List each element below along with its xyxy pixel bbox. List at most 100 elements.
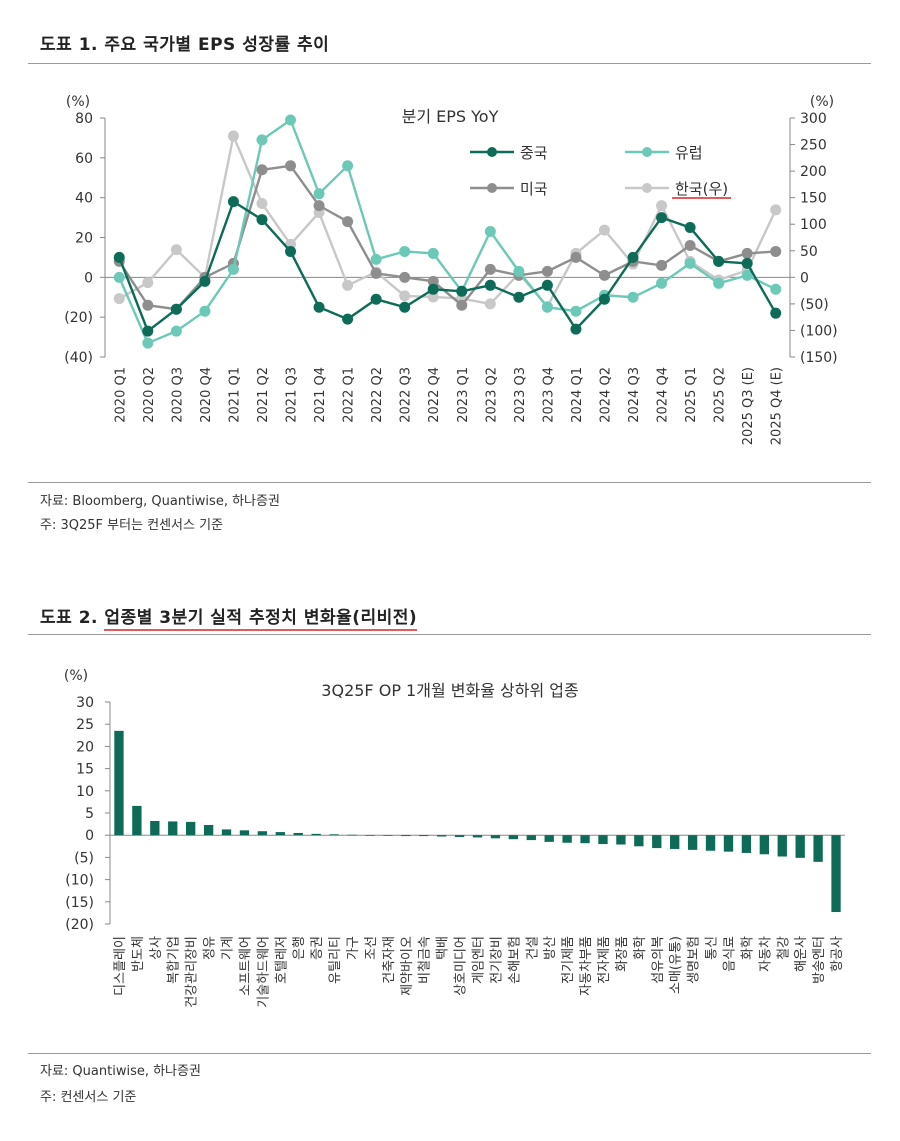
series-point: [627, 251, 639, 263]
x-tick-label: 기계: [221, 936, 236, 960]
x-tick-label: 증권: [310, 936, 325, 960]
x-tick-label: 전기장비: [489, 936, 504, 984]
bar: [490, 835, 501, 839]
x-tick-label: 2022 Q1: [342, 367, 357, 423]
series-point: [598, 224, 610, 236]
series-point: [684, 239, 696, 251]
x-tick-label: 전기제품: [561, 936, 576, 984]
eps-growth-line-chart: (%) (%)분기 EPS YoY806040200(20)(40)3002502…: [64, 94, 837, 445]
x-tick-label: 음식료: [722, 936, 737, 972]
x-tick-label: 반도체: [131, 936, 146, 972]
series-point: [142, 277, 154, 289]
y-tick-label: 5: [85, 806, 94, 822]
bar: [365, 835, 375, 836]
left-axis-unit: (%): [66, 94, 90, 110]
right-axis-unit: (%): [810, 94, 834, 110]
series-point: [570, 323, 582, 335]
x-tick-label: 2023 Q2: [484, 367, 499, 423]
x-tick-label: 통신: [705, 936, 720, 960]
x-tick-label: 2022 Q4: [427, 367, 442, 423]
x-tick-label: 2025 Q3 (E): [741, 367, 756, 445]
series-point: [656, 259, 668, 271]
x-tick-label: 택배: [436, 936, 451, 960]
right-tick-label: 200: [800, 164, 827, 180]
bar: [616, 835, 626, 845]
x-tick-label: 호텔레저: [274, 936, 289, 984]
legend-label-1: 유럽: [675, 144, 703, 162]
x-tick-label: 2020 Q2: [142, 367, 157, 423]
x-tick-label: 2025 Q4 (E): [770, 367, 785, 445]
series-point: [113, 251, 125, 263]
x-tick-label: 2020 Q1: [113, 367, 128, 423]
bar: [150, 820, 160, 836]
y-tick-label: (10): [65, 873, 94, 889]
series-point: [770, 307, 782, 319]
legend-marker-2: [487, 183, 497, 193]
figure1-title-prefix: 도표 1.: [40, 35, 98, 55]
series-point: [627, 291, 639, 303]
y-tick-label: 10: [76, 784, 94, 800]
x-tick-label: 2021 Q3: [285, 367, 300, 423]
left-tick-label: 60: [75, 151, 93, 167]
legend-label-3: 한국(우): [675, 180, 728, 198]
bar: [401, 835, 411, 837]
series-point: [399, 271, 411, 283]
series-point: [227, 196, 239, 208]
series-point: [741, 269, 753, 281]
bar: [723, 835, 734, 852]
x-tick-label: 가구: [346, 936, 361, 960]
bar: [221, 829, 232, 836]
figure2-title: 도표 2. 업종별 3분기 실적 추정치 변화율(리비전): [40, 603, 418, 631]
x-tick-label: 2024 Q1: [570, 367, 585, 423]
y-tick-label: 30: [76, 695, 94, 711]
x-tick-label: 방산: [543, 936, 558, 960]
series-point: [541, 301, 553, 313]
figure2-bottom-rule: [28, 1053, 871, 1054]
right-tick-label: 50: [800, 244, 818, 260]
series-point: [199, 305, 211, 317]
x-tick-label: 건설: [525, 936, 540, 960]
bar: [436, 835, 447, 837]
bar: [168, 821, 178, 836]
series-point: [313, 301, 325, 313]
bar: [257, 831, 268, 836]
bar: [454, 835, 465, 837]
x-tick-label: 2023 Q4: [541, 367, 556, 423]
chart2-title: 3Q25F OP 1개월 변화율 상하위 업종: [321, 681, 578, 700]
series-point: [456, 285, 468, 297]
x-tick-label: 상사: [149, 936, 164, 960]
x-tick-label: 조선: [364, 936, 379, 960]
x-tick-label: 2020 Q3: [170, 367, 185, 423]
series-point: [256, 214, 268, 226]
left-tick-label: 20: [75, 231, 93, 247]
series-point: [770, 283, 782, 295]
figure1-note: 주: 3Q25F 부터는 컨센서스 기준: [40, 518, 224, 533]
bar: [652, 835, 662, 849]
bar: [526, 835, 536, 841]
x-tick-label: 전자제품: [597, 936, 612, 984]
x-tick-label: 2022 Q3: [399, 367, 414, 423]
series-point: [656, 277, 668, 289]
bar: [383, 835, 393, 836]
x-tick-label: 2021 Q1: [227, 367, 242, 423]
y-axis-unit: (%): [64, 668, 88, 684]
x-tick-label: 생명보험: [687, 936, 702, 984]
series-point: [713, 255, 725, 267]
y-tick-label: 25: [76, 717, 94, 733]
series-point: [199, 275, 211, 287]
series-point: [598, 293, 610, 305]
bar: [813, 835, 823, 862]
series-point: [170, 244, 182, 256]
bar: [311, 833, 321, 836]
series-point: [427, 283, 439, 295]
op-revision-bar-chart: (%) 3Q25F OP 1개월 변화율 상하위 업종 30 25 20 15 10 5 0 (5…: [64, 668, 845, 1008]
bar: [114, 730, 124, 836]
bar: [562, 835, 572, 843]
bar: [419, 835, 429, 837]
x-tick-label: 소프트웨어: [238, 936, 253, 996]
figure1-bottom-rule: [28, 482, 871, 483]
x-tick-label: 2020 Q4: [199, 367, 214, 423]
legend-marker-1: [642, 147, 652, 157]
bar: [275, 832, 285, 836]
series-point: [656, 200, 668, 212]
